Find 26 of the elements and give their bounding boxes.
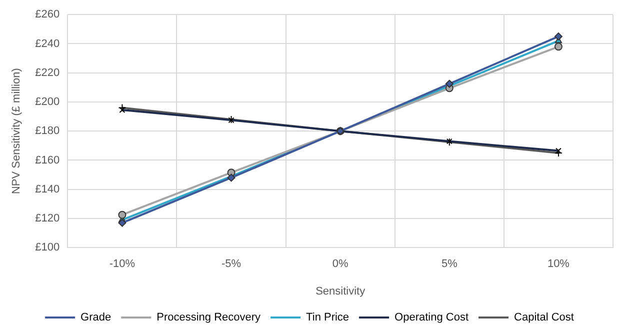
y-tick-label: £180 — [35, 125, 60, 138]
x-tick-label: -5% — [221, 258, 242, 270]
y-tick-label: £140 — [35, 183, 60, 196]
legend-label: Processing Recovery — [156, 312, 262, 324]
legend-label: Capital Cost — [514, 312, 574, 324]
x-axis-title: Sensitivity — [316, 285, 366, 298]
y-tick-label: £200 — [35, 96, 60, 108]
x-tick-label: -10% — [109, 258, 136, 270]
y-tick-label: £240 — [35, 38, 60, 50]
point — [118, 210, 126, 219]
legend-label: Tin Price — [306, 312, 350, 324]
y-tick-label: £120 — [35, 212, 60, 225]
legend-label: Grade — [80, 312, 112, 324]
point — [554, 42, 562, 51]
point — [227, 174, 236, 182]
y-tick-label: £260 — [35, 8, 60, 21]
x-tick-label: 10% — [547, 258, 570, 270]
legend-label: Operating Cost — [394, 312, 469, 324]
y-axis-title: NPV Sensitivity (£ million) — [10, 68, 23, 194]
x-tick-label: 0% — [332, 258, 348, 270]
y-tick-label: £160 — [35, 154, 60, 166]
point — [554, 32, 562, 40]
y-tick-label: £220 — [35, 66, 60, 79]
x-tick-label: 5% — [441, 258, 458, 270]
point — [118, 218, 126, 227]
y-tick-label: £100 — [35, 242, 60, 254]
